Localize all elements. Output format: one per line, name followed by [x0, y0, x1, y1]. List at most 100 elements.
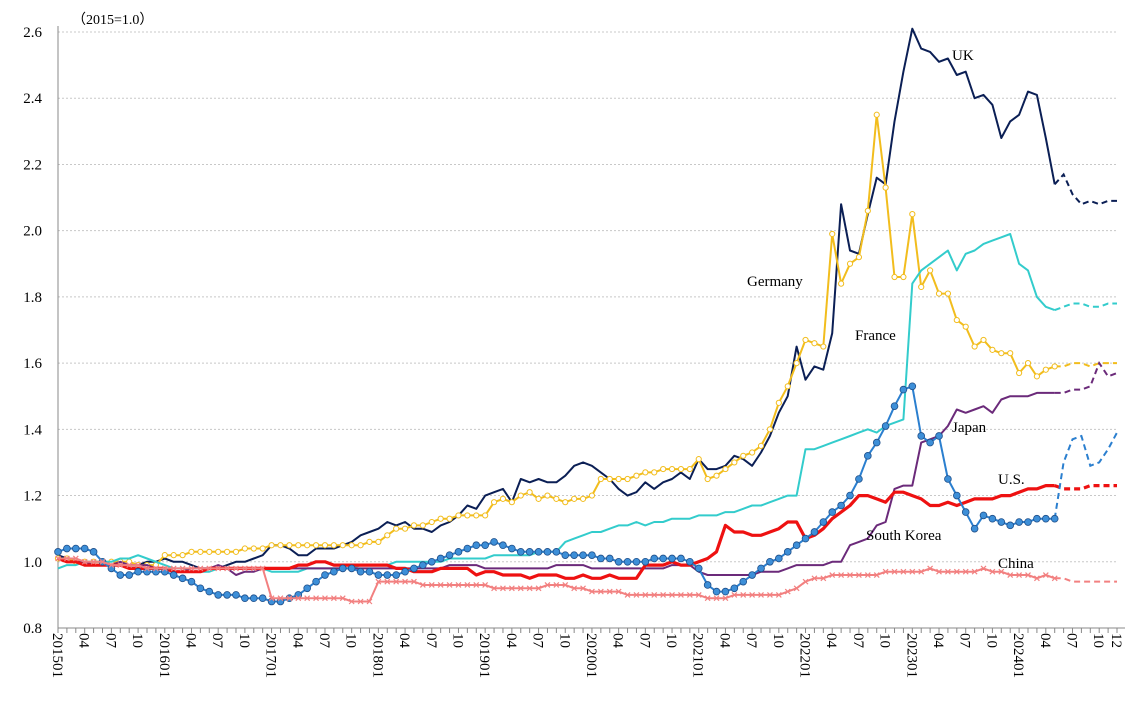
marker [713, 595, 720, 602]
marker [508, 544, 516, 553]
marker [810, 528, 819, 536]
marker [829, 230, 836, 238]
series [54, 382, 1118, 606]
marker [962, 323, 969, 330]
marker [633, 472, 640, 479]
marker [641, 557, 650, 566]
marker [232, 591, 240, 599]
marker [338, 564, 347, 573]
marker [767, 591, 773, 598]
marker [437, 515, 444, 522]
marker [953, 491, 961, 500]
marker [215, 565, 222, 572]
marker [935, 290, 943, 297]
marker [695, 591, 702, 598]
marker [1024, 518, 1032, 526]
x-tick-label: 04 [503, 633, 519, 649]
marker [71, 544, 80, 553]
marker [633, 591, 640, 598]
x-tick-label: 04 [716, 633, 732, 649]
x-tick-label: 10 [663, 633, 679, 648]
line-projection [1054, 484, 1117, 491]
marker [802, 336, 809, 344]
marker [642, 469, 649, 476]
marker [936, 568, 942, 575]
series-label: U.S. [998, 472, 1025, 488]
x-tick-label: 04 [930, 633, 946, 649]
marker [783, 548, 792, 556]
marker [543, 548, 552, 556]
marker [197, 565, 204, 572]
marker [188, 548, 195, 555]
marker [393, 578, 400, 585]
marker [169, 571, 178, 579]
line-projection [1054, 360, 1118, 394]
marker [811, 340, 818, 347]
marker [339, 542, 346, 549]
marker [374, 571, 383, 579]
x-tick-label: 202101 [690, 633, 706, 678]
marker [428, 518, 435, 526]
marker [881, 422, 890, 430]
marker [491, 585, 497, 592]
marker [464, 512, 471, 519]
marker [312, 577, 320, 586]
marker [544, 492, 551, 499]
marker [526, 585, 533, 592]
marker [552, 548, 561, 556]
marker [250, 545, 257, 552]
marker [1007, 572, 1014, 578]
marker [482, 512, 489, 519]
marker [917, 432, 926, 440]
marker [659, 554, 667, 563]
marker [436, 554, 445, 563]
marker [535, 585, 542, 592]
marker [446, 582, 453, 588]
marker [872, 438, 881, 447]
marker [873, 572, 880, 578]
y-tick-label: 2.2 [23, 157, 42, 173]
marker [606, 588, 613, 595]
x-tick-label: 10 [343, 633, 359, 648]
marker [731, 459, 738, 466]
marker [597, 554, 605, 563]
x-tick-label: 10 [877, 633, 893, 648]
marker [855, 254, 863, 261]
marker [562, 499, 569, 506]
marker [464, 582, 471, 588]
marker [330, 567, 338, 576]
marker [749, 591, 756, 598]
marker [80, 544, 89, 553]
marker [757, 442, 765, 449]
marker [81, 558, 88, 565]
marker [1016, 572, 1023, 578]
marker [811, 575, 818, 582]
marker [847, 572, 853, 578]
marker [205, 587, 214, 596]
marker [846, 491, 854, 500]
x-tick-label: 04 [182, 633, 198, 649]
marker [624, 475, 631, 483]
marker [731, 591, 738, 598]
marker [819, 518, 828, 526]
marker [473, 512, 480, 519]
x-tick-label: 04 [289, 633, 305, 649]
marker [384, 578, 391, 585]
marker [971, 568, 978, 575]
marker [134, 567, 142, 576]
marker [873, 111, 880, 118]
marker [820, 343, 827, 350]
marker [196, 584, 205, 593]
marker [722, 465, 729, 473]
marker [223, 548, 231, 555]
marker [348, 542, 355, 549]
x-tick-label: 10 [236, 633, 252, 648]
marker [187, 577, 196, 586]
x-tick-label: 04 [76, 633, 92, 649]
marker [1051, 363, 1058, 370]
marker [535, 495, 542, 502]
marker [615, 588, 622, 595]
marker [446, 515, 453, 522]
marker [891, 273, 898, 281]
marker [704, 595, 711, 602]
